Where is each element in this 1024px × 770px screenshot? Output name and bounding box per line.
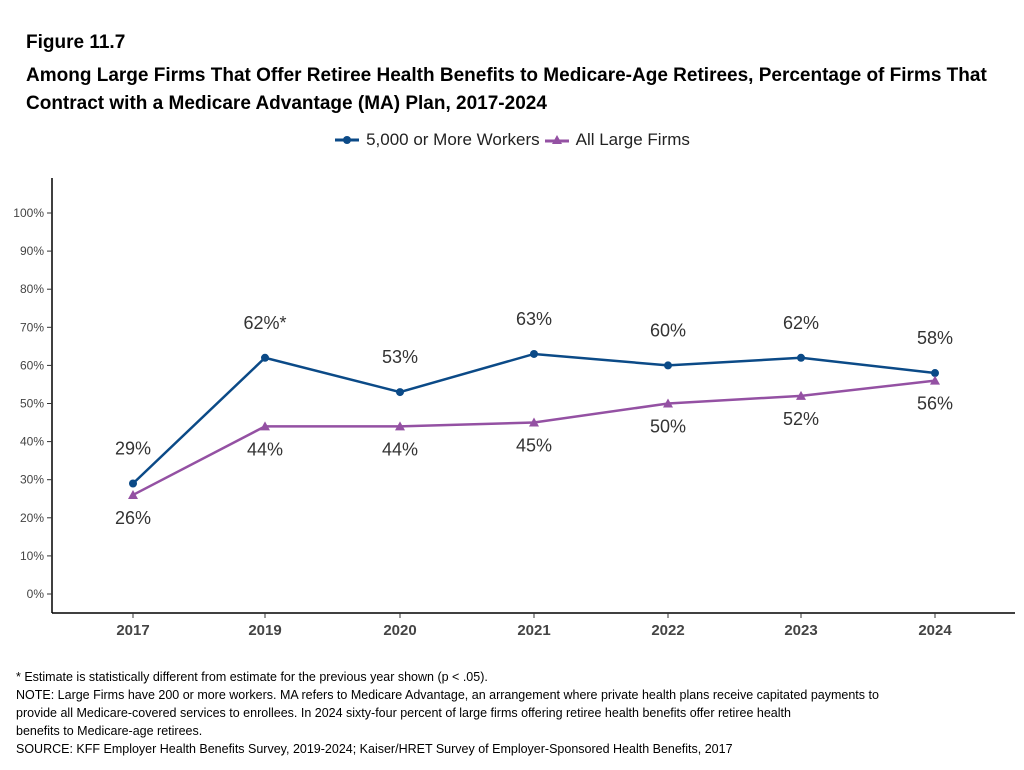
data-label: 29%	[115, 439, 151, 459]
legend-label: All Large Firms	[575, 130, 690, 149]
data-label: 58%	[917, 328, 953, 348]
y-tick-label: 30%	[20, 473, 44, 487]
data-label: 50%	[650, 417, 686, 437]
footnote-significance: * Estimate is statistically different fr…	[16, 670, 488, 684]
data-label: 45%	[516, 436, 552, 456]
y-tick-label: 60%	[20, 358, 44, 372]
y-tick-label: 50%	[20, 397, 44, 411]
x-tick-label: 2022	[651, 622, 684, 639]
data-point	[796, 390, 806, 400]
footnote-note-cont: benefits to Medicare-age retirees.	[16, 724, 203, 738]
triangle-marker-icon	[544, 135, 569, 144]
y-tick-label: 20%	[20, 511, 44, 525]
data-label: 44%	[247, 439, 283, 459]
x-tick-label: 2019	[248, 622, 281, 639]
data-label: 56%	[917, 394, 953, 414]
data-label: 26%	[115, 508, 151, 528]
y-tick-label: 10%	[20, 549, 44, 563]
data-label: 62%*	[243, 313, 286, 333]
legend-item-all-large-firms: All Large Firms	[544, 130, 690, 150]
y-tick-label: 70%	[20, 320, 44, 334]
data-point	[396, 388, 404, 397]
data-point	[529, 417, 539, 427]
y-tick-label: 90%	[20, 244, 44, 258]
x-tick-label: 2017	[116, 622, 149, 639]
y-tick-label: 100%	[13, 206, 44, 220]
footnotes: * Estimate is statistically different fr…	[16, 668, 1016, 758]
data-label: 44%	[382, 439, 418, 459]
x-tick-label: 2020	[383, 622, 416, 639]
footnote-note-cont: provide all Medicare-covered services to…	[16, 706, 791, 720]
y-tick-label: 40%	[20, 435, 44, 449]
data-point	[261, 353, 269, 362]
data-label: 63%	[516, 309, 552, 329]
data-point	[930, 375, 940, 385]
data-point	[260, 421, 270, 431]
chart-title: Among Large Firms That Offer Retiree Hea…	[26, 65, 987, 114]
data-point	[663, 398, 673, 408]
data-point	[530, 349, 538, 358]
line-chart: 0% 10% 20% 30% 40% 50% 60% 70% 80% 90% 100% 2017 201…	[13, 178, 1015, 639]
circle-marker-icon	[335, 136, 360, 144]
data-point	[395, 421, 405, 431]
legend-label: 5,000 or More Workers	[366, 130, 540, 149]
data-point	[128, 489, 138, 499]
legend-item-5000-workers: 5,000 or More Workers	[334, 130, 540, 150]
data-point	[129, 479, 137, 488]
data-point	[931, 369, 939, 378]
y-tick-label: 0%	[27, 587, 45, 601]
x-tick-label: 2021	[517, 622, 550, 639]
data-label: 53%	[382, 347, 418, 367]
footnote-note: NOTE: Large Firms have 200 or more worke…	[16, 688, 879, 702]
figure-label: Figure 11.7	[26, 32, 126, 53]
data-point	[797, 353, 805, 362]
legend: 5,000 or More Workers All Large Firms	[0, 130, 1024, 150]
x-tick-label: 2023	[784, 622, 817, 639]
data-label: 62%	[783, 313, 819, 333]
footnote-source: SOURCE: KFF Employer Health Benefits Sur…	[16, 742, 733, 756]
data-label: 60%	[650, 320, 686, 340]
x-tick-label: 2024	[918, 622, 952, 639]
data-point	[664, 361, 672, 370]
data-label: 52%	[783, 409, 819, 429]
y-tick-label: 80%	[20, 282, 44, 296]
